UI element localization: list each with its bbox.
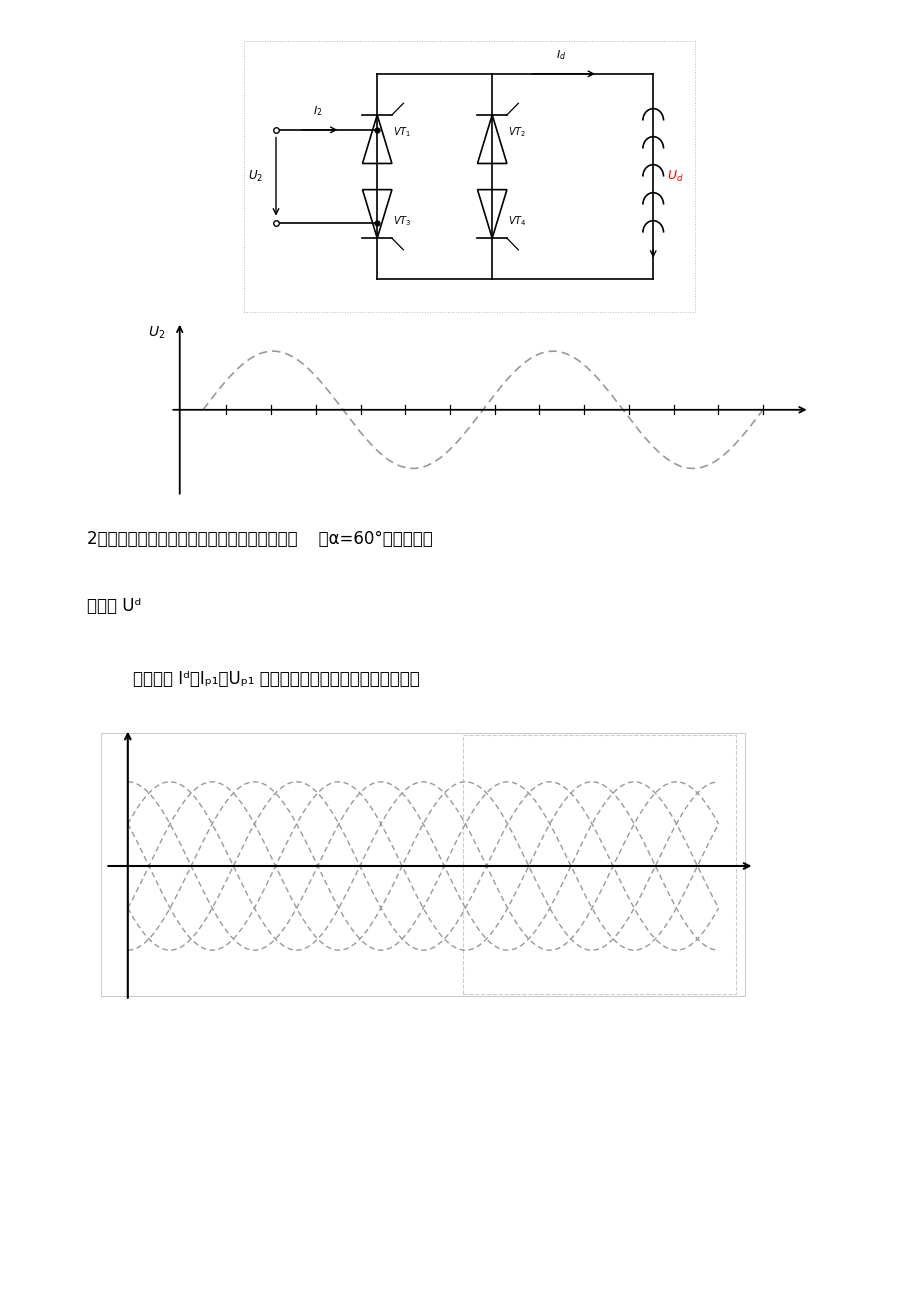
Text: $U_2$: $U_2$ (148, 324, 165, 341)
Text: 的波形和 Iᵈ、Iₚ₁、Uₚ₁ 各波形（下图波形幅值为线电压）。: 的波形和 Iᵈ、Iₚ₁、Uₚ₁ 各波形（下图波形幅值为线电压）。 (112, 670, 420, 688)
Text: $VT_1$: $VT_1$ (393, 125, 411, 139)
Text: $U_d$: $U_d$ (666, 169, 683, 184)
Text: $U_2$: $U_2$ (248, 169, 263, 184)
Text: 出电压 Uᵈ: 出电压 Uᵈ (87, 597, 142, 615)
Text: $VT_2$: $VT_2$ (508, 125, 526, 139)
Text: $VT_4$: $VT_4$ (508, 214, 527, 228)
Text: $I_d$: $I_d$ (555, 48, 566, 63)
Text: $I_2$: $I_2$ (312, 104, 322, 119)
Text: 2、试画出三相全控桥整流电路（电感性负载）    ，α=60°时，整流输: 2、试画出三相全控桥整流电路（电感性负载） ，α=60°时，整流输 (87, 530, 433, 547)
Text: $VT_3$: $VT_3$ (393, 214, 411, 228)
